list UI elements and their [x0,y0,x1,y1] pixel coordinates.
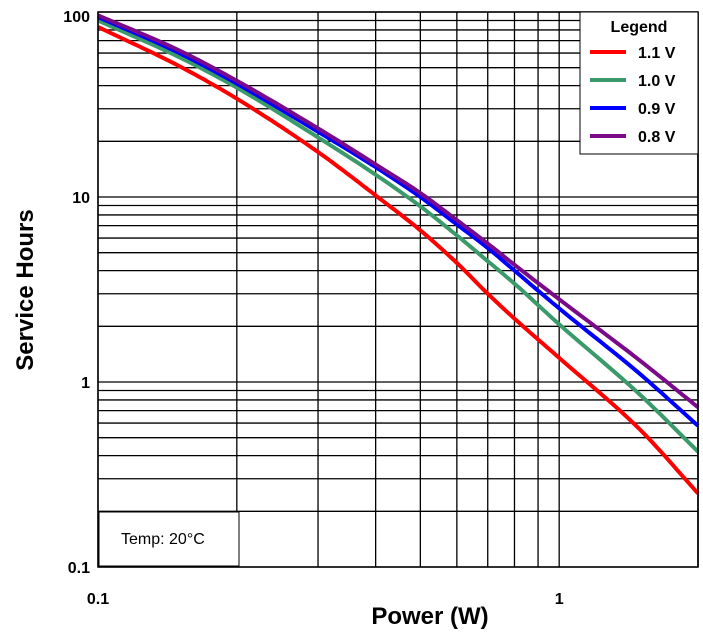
legend: Legend 1.1 V 1.0 V 0.9 V 0.8 V [579,11,699,155]
annotation-box: Temp: 20°C [98,511,240,567]
y-tick-label: 100 [63,9,90,26]
annotation-text: Temp: 20°C [121,531,205,548]
series-line-1-1-v [97,25,700,495]
y-tick-labels: 0.1 1 10 100 [63,9,90,577]
legend-label: 0.9 V [638,101,676,118]
legend-label: 0.8 V [638,129,676,146]
y-tick-label: 0.1 [68,560,90,577]
plot-frame [97,11,699,568]
legend-title: Legend [611,19,668,36]
series-line-0-8-v [97,13,700,409]
y-tick-label: 10 [72,190,90,207]
series-line-0-9-v [97,15,700,428]
series-line-1-0-v [97,18,700,454]
legend-frame [579,11,699,155]
y-tick-label: 1 [81,375,90,392]
x-tick-label: 1 [555,591,564,608]
y-axis-title: Service Hours [12,209,39,370]
x-tick-label: 0.1 [87,591,109,608]
legend-items: 1.1 V 1.0 V 0.9 V 0.8 V [590,45,676,146]
legend-label: 1.1 V [638,45,676,62]
annotation-frame [98,511,240,567]
series-lines [97,13,700,495]
x-tick-labels: 0.1 1 [87,591,564,608]
x-axis-title: Power (W) [371,603,488,630]
legend-label: 1.0 V [638,73,676,90]
